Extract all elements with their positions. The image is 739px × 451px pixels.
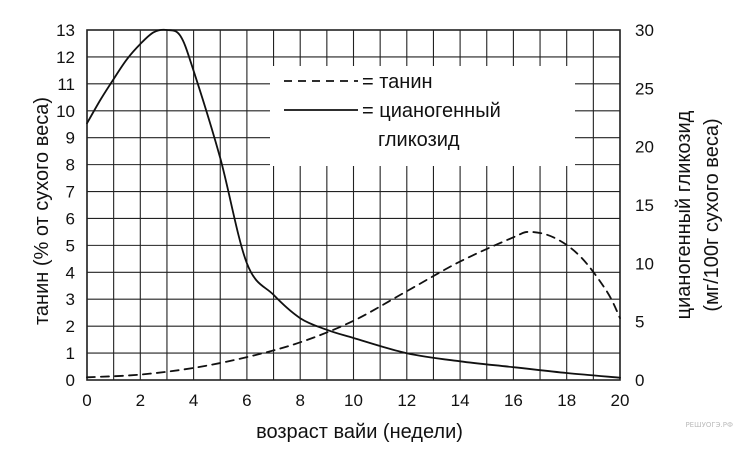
y-right-tick-label: 15 [635, 196, 654, 215]
y-left-tick-label: 1 [66, 344, 75, 363]
y-left-tick-label: 6 [66, 209, 75, 228]
x-tick-label: 8 [295, 391, 304, 410]
series-layer [86, 28, 621, 379]
x-tick-label: 12 [397, 391, 416, 410]
x-tick-label: 20 [611, 391, 630, 410]
y-right-axis-title-line2: (мг/100г сухого веса) [701, 118, 723, 311]
x-tick-labels: 0 2 4 6 8 10 12 14 16 18 20 [82, 391, 629, 410]
y-left-axis-title: танин (% от сухого веса) [31, 97, 53, 325]
x-tick-label: 10 [344, 391, 363, 410]
x-axis-title: возраст вайи (недели) [256, 421, 463, 443]
y-left-tick-label: 12 [56, 48, 75, 67]
y-left-tick-label: 3 [66, 290, 75, 309]
y-left-tick-label: 7 [66, 183, 75, 202]
x-tick-label: 16 [504, 391, 523, 410]
y-right-tick-label: 10 [635, 254, 654, 273]
y-left-tick-label: 2 [66, 317, 75, 336]
y-left-tick-label: 13 [56, 21, 75, 40]
y-left-tick-label: 0 [66, 371, 75, 390]
y-right-tick-label: 30 [635, 21, 654, 40]
x-tick-label: 2 [136, 391, 145, 410]
x-tick-label: 14 [451, 391, 470, 410]
y-right-tick-labels: 0 5 10 15 20 25 30 [635, 21, 654, 390]
x-tick-label: 6 [242, 391, 251, 410]
y-right-tick-label: 20 [635, 138, 654, 157]
series-line-tannin [86, 231, 621, 379]
x-tick-label: 0 [82, 391, 91, 410]
legend-label-glycoside-line2: гликозид [378, 129, 460, 151]
plot-frame [86, 29, 621, 381]
y-right-tick-label: 25 [635, 79, 654, 98]
series-line-glycoside [86, 28, 621, 379]
legend-label-glycoside-line1: = цианогенный [362, 100, 501, 122]
y-left-tick-label: 11 [57, 75, 75, 94]
y-left-tick-label: 10 [56, 102, 75, 121]
y-left-tick-label: 8 [66, 156, 75, 175]
x-tick-label: 18 [557, 391, 576, 410]
y-left-tick-label: 4 [66, 263, 75, 282]
legend-label-tannin: = танин [362, 71, 433, 93]
legend-background [270, 66, 575, 166]
legend: = танин = цианогенный гликозид [284, 71, 501, 151]
y-right-axis-title-line1: цианогенный гликозид [673, 110, 695, 319]
watermark: РЕШУОГЭ.РФ [685, 421, 733, 429]
y-left-tick-label: 5 [66, 236, 75, 255]
y-left-tick-label: 9 [66, 129, 75, 148]
y-right-tick-label: 5 [635, 313, 644, 332]
y-right-tick-label: 0 [635, 371, 644, 390]
x-tick-label: 4 [189, 391, 198, 410]
